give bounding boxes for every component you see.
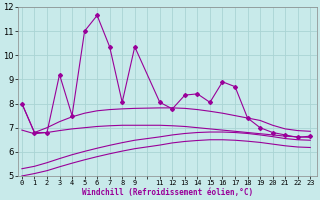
- X-axis label: Windchill (Refroidissement éolien,°C): Windchill (Refroidissement éolien,°C): [82, 188, 253, 197]
